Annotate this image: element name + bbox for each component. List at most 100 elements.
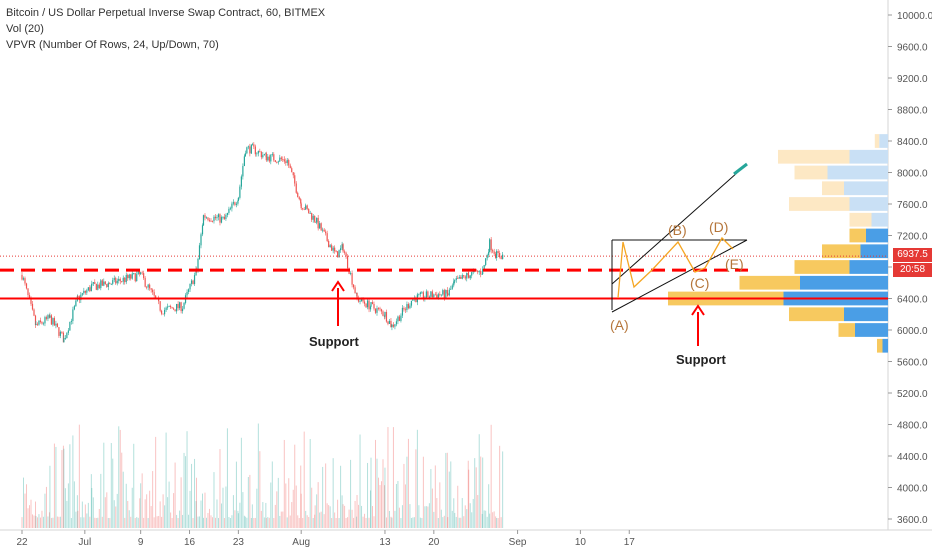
candle-body <box>53 318 56 326</box>
candle-body <box>251 144 253 146</box>
candle-body <box>300 203 302 209</box>
volume-bar <box>457 485 459 528</box>
y-tick-label-10: 6000.0 <box>897 326 928 337</box>
candle-body <box>239 186 241 198</box>
volume-bar <box>246 517 248 528</box>
volume-bar <box>70 517 72 528</box>
candle-body <box>81 293 83 295</box>
candle-body <box>303 209 305 210</box>
candle-body <box>382 311 384 316</box>
volume-bar <box>297 515 299 528</box>
volume-bar <box>454 512 456 528</box>
volume-bar <box>412 517 414 528</box>
volume-bar <box>234 510 236 528</box>
vpvr-up-bar-1 <box>849 149 888 164</box>
candle-body <box>149 284 151 289</box>
volume-bar <box>188 514 190 528</box>
volume-bar <box>430 469 432 528</box>
volume-indicator-label[interactable]: Vol (20) <box>6 23 44 35</box>
volume-bar <box>211 517 213 528</box>
y-tick-label-12: 5200.0 <box>897 389 928 400</box>
candle-body <box>286 160 288 163</box>
volume-bar <box>48 512 50 528</box>
volume-bar <box>95 517 97 528</box>
volume-bar <box>335 517 337 528</box>
volume-bar <box>434 465 436 528</box>
y-tick-label-11: 5600.0 <box>897 358 928 369</box>
volume-bar <box>217 517 219 528</box>
volume-bar <box>219 449 221 528</box>
volume-bar <box>468 469 470 528</box>
candle-body <box>134 273 136 282</box>
volume-bar <box>86 513 88 528</box>
volume-bar <box>119 429 121 528</box>
candle-body <box>95 284 97 290</box>
vpvr-down-bar-7 <box>822 244 861 259</box>
candle-body <box>309 212 311 214</box>
candle-body <box>240 176 242 187</box>
candle-body <box>83 290 85 294</box>
volume-bar <box>474 458 476 528</box>
volume-bar <box>463 516 465 528</box>
volume-bar <box>401 505 403 528</box>
volume-bar <box>76 495 78 528</box>
volume-bar <box>298 517 300 528</box>
volume-bar <box>392 427 394 528</box>
volume-bar <box>409 504 411 528</box>
volume-bar <box>44 493 46 528</box>
candle-body <box>205 217 208 219</box>
volume-bar <box>395 483 397 528</box>
candle-body <box>326 233 328 241</box>
volume-bar <box>223 517 225 528</box>
candle-body <box>469 275 471 279</box>
volume-bar <box>388 510 390 528</box>
candle-body <box>70 320 72 322</box>
candle-body <box>354 287 356 294</box>
candle-body <box>401 307 404 316</box>
candle-body <box>289 165 291 169</box>
support-label-right: Support <box>676 352 726 367</box>
volume-bar <box>158 515 160 528</box>
volume-bar <box>213 472 215 528</box>
wave-label-e: (E) <box>725 256 744 272</box>
y-tick-label-16: 3600.0 <box>897 515 928 526</box>
candle-body <box>198 245 201 259</box>
volume-bar <box>173 493 175 528</box>
vpvr-down-bar-11 <box>789 307 844 322</box>
volume-bar <box>370 457 372 528</box>
candle-body <box>55 323 57 326</box>
vpvr-indicator-label[interactable]: VPVR (Number Of Rows, 24, Up/Down, 70) <box>6 39 219 51</box>
candle-body <box>113 277 115 281</box>
volume-bar <box>136 517 138 528</box>
volume-bar <box>45 486 47 528</box>
candle-body <box>263 154 265 156</box>
candle-body <box>89 287 91 292</box>
candle-body <box>237 200 239 204</box>
candle-body <box>90 285 92 292</box>
candle-body <box>410 300 413 306</box>
volume-bar <box>229 517 231 528</box>
candle-body <box>450 288 452 290</box>
candle-body <box>267 156 269 161</box>
candle-body <box>104 281 106 285</box>
volume-bar <box>205 517 207 528</box>
wave-label-c: (C) <box>690 275 710 291</box>
candle-body <box>87 287 89 291</box>
volume-bar <box>171 517 173 528</box>
y-tick-label-3: 8800.0 <box>897 106 928 117</box>
candle-body <box>357 297 360 302</box>
candle-body <box>181 308 184 312</box>
volume-bar <box>273 518 275 528</box>
candle-body <box>161 310 163 314</box>
candle-body <box>257 151 259 154</box>
candle-body <box>328 240 330 248</box>
volume-bar <box>381 481 382 528</box>
volume-bar <box>115 506 117 528</box>
volume-bar <box>110 443 112 528</box>
volume-bar <box>29 505 30 528</box>
volume-bar <box>192 517 194 528</box>
volume-bar <box>103 442 105 528</box>
volume-bar <box>130 516 132 528</box>
candle-body <box>208 219 211 221</box>
